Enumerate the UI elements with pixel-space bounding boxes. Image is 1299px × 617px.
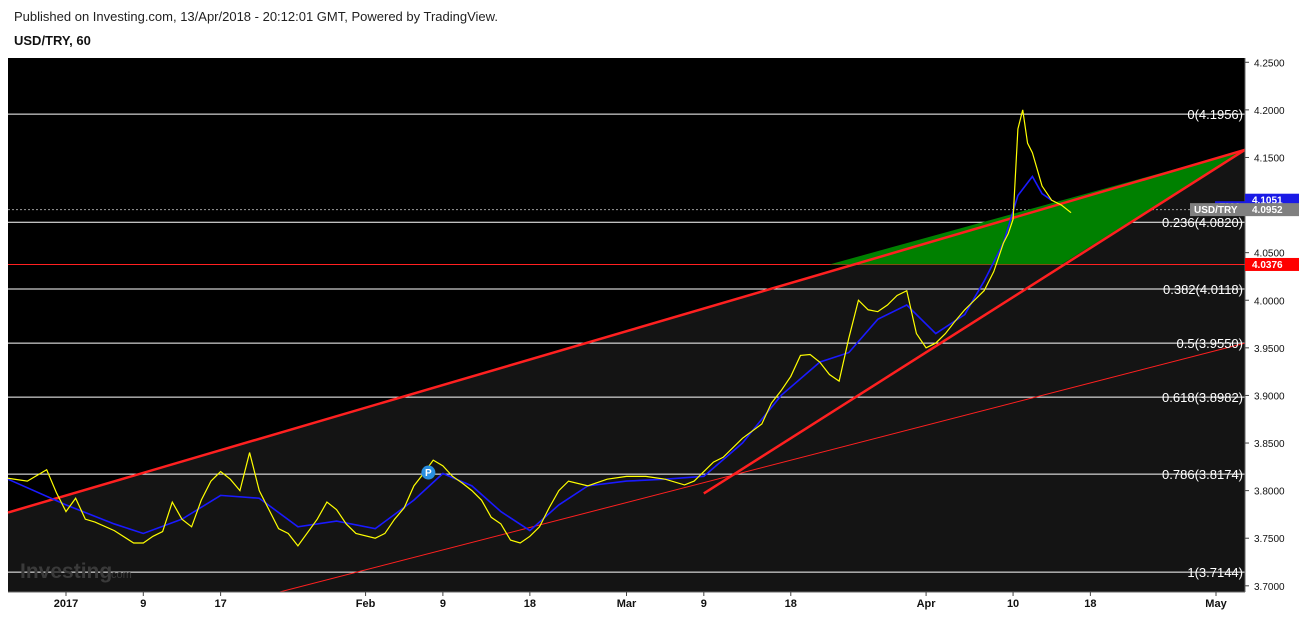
y-tick-label-1: 4.2000: [1254, 106, 1285, 117]
trendlines[interactable]: [7, 148, 1246, 598]
fib-label-2: 0.382(4.0118): [1163, 282, 1243, 297]
published-caption: Published on Investing.com, 13/Apr/2018 …: [14, 9, 498, 24]
x-tick-label-0: 2017: [54, 598, 78, 610]
trendline-0: [7, 148, 1246, 514]
x-tick-label-3: Feb: [356, 598, 376, 610]
fib-label-4: 0.618(3.8982): [1162, 390, 1243, 405]
watermark: Investing .com: [20, 560, 132, 583]
fib-label-1: 0.236(4.0820): [1162, 215, 1243, 230]
y-tick-label-10: 3.8500: [1254, 439, 1285, 450]
x-tick-label-6: Mar: [617, 598, 637, 610]
watermark-suffix: .com: [108, 569, 132, 581]
price-name-box: [1190, 203, 1245, 217]
green-fill-region: [829, 149, 1245, 265]
x-axis-background: [8, 592, 1245, 617]
y-tick-label-12: 3.7500: [1254, 534, 1285, 545]
x-tick-label-2: 17: [214, 598, 226, 610]
price-name-label: USD/TRY: [1194, 205, 1238, 216]
y-tick-label-0: 4.2500: [1254, 58, 1285, 69]
tag-label-level: 4.0376: [1252, 260, 1283, 271]
fib-label-5: 0.786(3.8174): [1162, 467, 1243, 482]
x-tick-label-4: 9: [440, 598, 446, 610]
y-axis[interactable]: 4.2500 4.2000 4.1500 4.0500 4.0000 3.9500 3.90…: [1245, 58, 1285, 593]
p-marker[interactable]: P: [421, 465, 436, 480]
trendline-2: [259, 342, 1246, 598]
fib-label-6: 1(3.7144): [1187, 565, 1243, 580]
y-tick-label-5: 4.0500: [1254, 249, 1285, 260]
fibonacci-levels: [8, 113, 1245, 573]
y-tick-label-13: 3.7000: [1254, 582, 1285, 593]
y-axis-background: [1245, 58, 1299, 592]
trendline-1: [703, 148, 1246, 495]
y-tick-label-2: 4.1500: [1254, 153, 1285, 164]
y-tick-label-9: 3.9000: [1254, 391, 1285, 402]
watermark-text: Investing: [20, 560, 112, 583]
x-axis[interactable]: 2017 9 17 Feb 9 18 Mar 9 18 Apr 10 18 May: [54, 592, 1228, 610]
p-marker-label: P: [425, 468, 432, 479]
tag-label-ema: 4.1051: [1252, 196, 1283, 207]
x-tick-label-8: 18: [785, 598, 797, 610]
y-tick-label-7: 4.0000: [1254, 296, 1285, 307]
x-tick-label-10: 10: [1007, 598, 1019, 610]
tag-box-price: [1245, 203, 1299, 217]
tag-label-price: 4.0952: [1252, 205, 1283, 216]
ema-line: [7, 175, 1053, 535]
y-tick-label-11: 3.8000: [1254, 487, 1285, 498]
x-tick-label-5: 18: [524, 598, 536, 610]
fibonacci-labels: 0(4.1956) 0.236(4.0820) 0.382(4.0118) 0.5(3…: [1162, 107, 1243, 580]
x-tick-label-11: 18: [1084, 598, 1096, 610]
fib-label-3: 0.5(3.9550): [1177, 336, 1244, 351]
symbol-title: USD/TRY, 60: [14, 33, 91, 48]
tag-box-level: [1245, 257, 1299, 271]
x-tick-label-9: Apr: [917, 598, 937, 610]
x-tick-label-1: 9: [140, 598, 146, 610]
p-marker-circle: [421, 465, 436, 480]
x-tick-label-7: 9: [701, 598, 707, 610]
price-line: [7, 109, 1072, 547]
y-tick-label-8: 3.9500: [1254, 344, 1285, 355]
fib-label-0: 0(4.1956): [1187, 107, 1243, 122]
x-tick-label-12: May: [1205, 598, 1227, 610]
